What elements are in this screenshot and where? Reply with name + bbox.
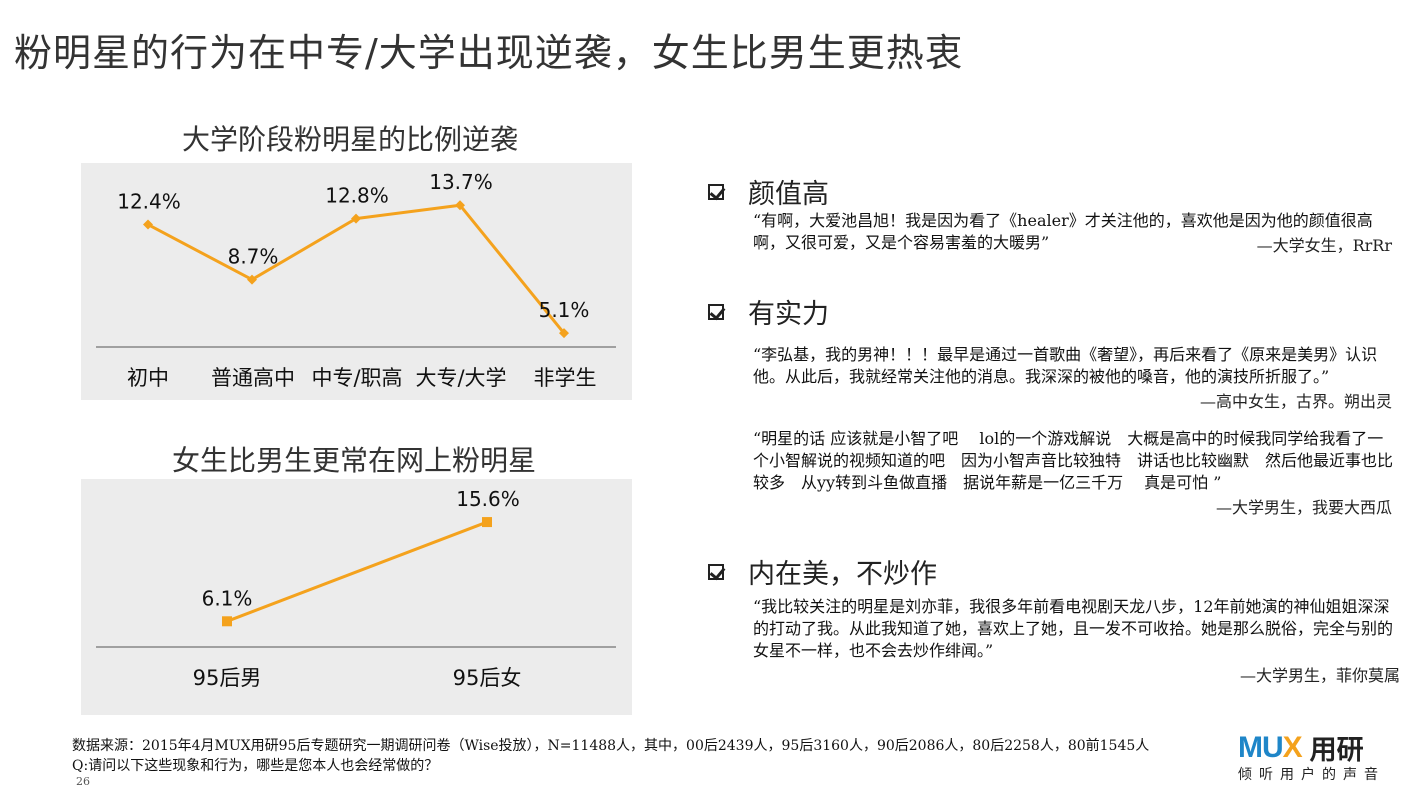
section-heading-text: 内在美，不炒作 [748,559,937,590]
logo-cn-text: 用研 [1309,735,1364,766]
data-label: 12.8% [325,184,389,208]
quote-text: “李弘基，我的男神！！！最早是通过一首歌曲《奢望》，再后来看了《原来是美男》认识… [753,345,1378,386]
mux-logo: MU X 用研 [1238,728,1364,767]
page-title: 粉明星的行为在中专/大学出现逆袭，女生比男生更热衷 [14,31,964,75]
checkbox-icon [708,303,724,320]
section-heading-text: 有实力 [748,299,829,330]
data-label: 12.4% [117,190,181,214]
data-point [559,328,569,339]
chart1-svg: 12.4% 初中 8.7% 普通高中 12.8% 中专/职高 13.7% 大专/大学 5.1% 非… [96,170,616,390]
x-tick-label: 大专/大学 [415,366,506,390]
section-heading-2: 有实力 [708,292,829,331]
data-point [222,616,232,627]
x-tick-label: 普通高中 [211,366,295,390]
section-heading-text: 颜值高 [748,179,829,210]
data-point [143,219,153,230]
data-point [455,200,465,211]
footer-question: Q:请问以下这些现象和行为，哪些是您本人也会经常做的？ [72,758,439,774]
data-label: 5.1% [539,298,590,322]
checkbox-icon [708,563,724,580]
x-tick-label: 95后女 [453,666,522,690]
quote-text: “有啊，大爱池昌旭！我是因为看了《healer》才关注他的，喜欢他是因为他的颜值… [753,211,1373,252]
logo-tagline: 倾听用户的声音 [1238,767,1385,783]
data-point [351,213,361,224]
quote-text: “明星的话 应该就是小智了吧 lol的一个游戏解说 大概是高中的时候我同学给我看… [753,429,1394,492]
quote-attribution: —大学男生，菲你莫属 [1239,666,1400,685]
chart2-svg: 6.1% 95后男 15.6% 95后女 [96,487,616,690]
page-number: 26 [76,775,90,788]
series-line [147,203,566,335]
quote-attribution: —大学男生，我要大西瓜 [1215,498,1392,517]
mux-logo-text: MU [1238,730,1284,764]
x-tick-label: 95后男 [193,666,262,690]
x-tick-label: 非学生 [534,366,597,390]
mux-logo-x: X [1282,730,1303,764]
data-point [482,517,492,528]
section-heading-3: 内在美，不炒作 [708,552,937,591]
data-label: 6.1% [202,586,253,610]
data-label: 15.6% [456,487,520,511]
chart2-title: 女生比男生更常在网上粉明星 [172,444,537,477]
quote-text: “我比较关注的明星是刘亦菲，我很多年前看电视剧天龙八步，12年前她演的神仙姐姐深… [753,597,1394,660]
data-label: 8.7% [228,245,279,269]
data-point [247,274,257,285]
quote-attribution: —高中女生，古界。朔出灵 [1199,392,1392,411]
data-label: 13.7% [429,170,493,194]
chart1-panel: 12.4% 初中 8.7% 普通高中 12.8% 中专/职高 13.7% 大专/大学 5.1% 非… [81,163,632,400]
series-line [226,520,488,623]
chart1-title: 大学阶段粉明星的比例逆袭 [182,123,519,156]
chart2-panel: 6.1% 95后男 15.6% 95后女 [81,479,632,715]
quote-attribution: —大学女生，RrRr [1256,236,1392,255]
section-heading-1: 颜值高 [708,172,829,211]
x-tick-label: 初中 [127,366,169,390]
x-tick-label: 中专/职高 [311,366,402,390]
checkbox-icon [708,183,724,200]
footer-source: 数据来源：2015年4月MUX用研95后专题研究一期调研问卷（Wise投放），N… [72,738,1150,754]
